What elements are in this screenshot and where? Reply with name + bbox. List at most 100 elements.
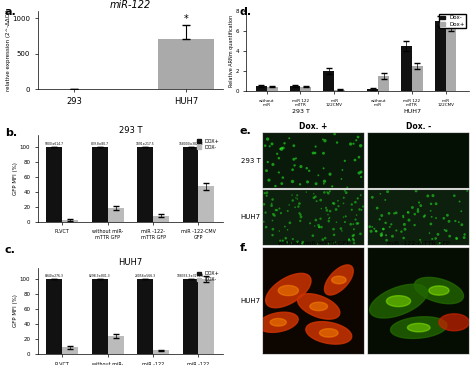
Point (428, 236, 436, 242)
Point (283, 239, 291, 245)
Point (317, 197, 325, 203)
Point (263, 190, 271, 196)
Point (350, 232, 357, 238)
Point (260, 219, 267, 224)
Point (347, 141, 355, 147)
Point (265, 177, 273, 183)
Point (432, 235, 439, 241)
Point (320, 165, 328, 171)
Bar (334, 90, 345, 91)
Point (440, 215, 447, 221)
Point (342, 214, 349, 219)
Point (348, 201, 356, 207)
Bar (92, 279, 108, 354)
Point (445, 218, 453, 224)
Y-axis label: GFP MFI (%): GFP MFI (%) (13, 162, 18, 195)
Bar (267, 87, 278, 91)
Text: miR -122-mTTR GFP: miR -122-mTTR GFP (387, 241, 450, 246)
Point (376, 191, 384, 197)
Point (289, 178, 296, 184)
Bar (158, 39, 214, 89)
Point (269, 162, 277, 168)
Point (461, 231, 468, 237)
Point (453, 236, 461, 242)
Point (299, 239, 307, 245)
Text: b.: b. (5, 128, 17, 138)
Bar (46, 279, 62, 354)
Point (352, 216, 359, 222)
Point (346, 238, 353, 244)
Point (285, 202, 293, 208)
Point (357, 192, 365, 198)
Point (278, 181, 285, 187)
Point (293, 196, 301, 202)
Point (398, 229, 405, 235)
Point (350, 240, 358, 246)
Bar (62, 220, 78, 222)
Point (345, 237, 353, 242)
Polygon shape (278, 285, 299, 296)
Point (303, 165, 310, 171)
Point (262, 210, 269, 215)
Polygon shape (439, 314, 469, 331)
Y-axis label: GFP MFI (%): GFP MFI (%) (13, 295, 18, 327)
Point (286, 220, 294, 226)
Point (292, 195, 300, 201)
Point (339, 214, 347, 220)
Point (306, 220, 314, 226)
Point (367, 228, 375, 234)
Point (372, 228, 380, 234)
Point (319, 150, 327, 156)
Point (297, 164, 305, 169)
Point (355, 220, 362, 226)
Point (348, 207, 356, 213)
Point (269, 226, 277, 232)
Point (371, 226, 378, 232)
Bar (412, 66, 423, 91)
Text: a.: a. (5, 7, 17, 17)
Point (272, 183, 279, 189)
Point (337, 226, 345, 231)
Point (268, 201, 275, 207)
Point (337, 176, 345, 182)
Point (412, 188, 420, 194)
Point (357, 207, 365, 213)
Text: 168000±3828.4: 168000±3828.4 (178, 142, 203, 146)
Bar (323, 71, 334, 91)
Polygon shape (265, 273, 311, 308)
Point (333, 219, 340, 225)
Point (315, 224, 323, 230)
Point (326, 171, 334, 177)
Point (427, 201, 435, 207)
Legend: Dox-, Dox+: Dox-, Dox+ (439, 14, 466, 28)
Point (296, 210, 303, 216)
Point (436, 241, 443, 246)
Point (326, 215, 333, 220)
Point (340, 195, 347, 201)
Point (297, 214, 305, 220)
Point (432, 215, 440, 221)
Point (353, 212, 360, 218)
Point (457, 208, 465, 214)
Point (284, 208, 292, 214)
Bar (92, 147, 108, 222)
Point (355, 154, 363, 160)
Point (378, 232, 386, 238)
Point (278, 146, 285, 152)
Text: 8940±276.3: 8940±276.3 (45, 274, 64, 278)
Point (377, 233, 385, 239)
Point (275, 170, 283, 176)
Text: HUH7: HUH7 (241, 298, 261, 304)
Point (379, 226, 387, 232)
Point (350, 237, 357, 243)
Polygon shape (429, 286, 449, 295)
Point (276, 238, 284, 243)
Text: 5800±614.7: 5800±614.7 (45, 142, 64, 146)
Point (304, 179, 311, 185)
Text: 293 T: 293 T (292, 109, 310, 114)
Point (356, 170, 363, 176)
Point (288, 240, 295, 246)
Point (404, 209, 411, 215)
Point (276, 146, 284, 152)
Point (269, 196, 276, 202)
